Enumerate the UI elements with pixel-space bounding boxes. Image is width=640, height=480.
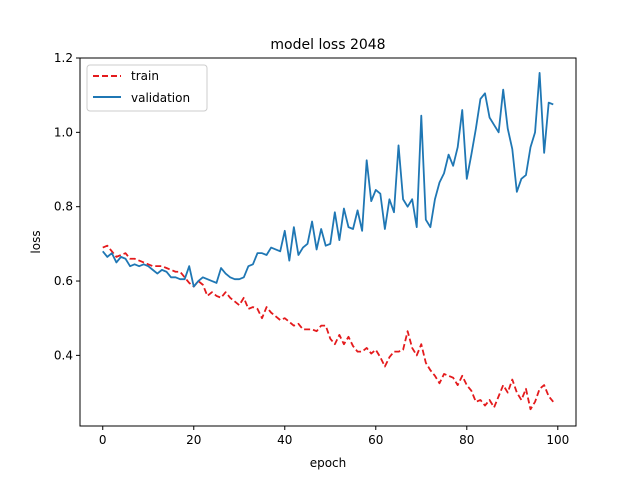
x-tick-label: 40: [277, 433, 292, 447]
y-axis-label: loss: [29, 230, 43, 253]
y-tick-label: 0.4: [54, 348, 73, 362]
legend-label-validation: validation: [131, 91, 190, 105]
chart-title: model loss 2048: [270, 37, 385, 53]
series-layer: [102, 71, 554, 411]
series-line-validation: [102, 71, 554, 288]
y-axis-ticks: 0.4 0.6 0.8 1.0 1.2: [54, 51, 80, 362]
legend-label-train: train: [131, 69, 159, 83]
x-tick-label: 100: [546, 433, 569, 447]
x-axis-label: epoch: [310, 456, 347, 470]
x-axis-ticks: 0 20 40 60 80 100: [99, 426, 569, 447]
x-tick-label: 80: [459, 433, 474, 447]
y-tick-label: 1.2: [54, 51, 73, 65]
x-tick-label: 60: [368, 433, 383, 447]
axes-frame: [79, 57, 577, 427]
x-tick-label: 20: [186, 433, 201, 447]
y-tick-label: 0.8: [54, 200, 73, 214]
series-line-train: [102, 244, 554, 411]
x-tick-label: 0: [99, 433, 107, 447]
y-tick-label: 0.6: [54, 274, 73, 288]
y-tick-label: 1.0: [54, 125, 73, 139]
legend: train validation: [86, 64, 208, 112]
